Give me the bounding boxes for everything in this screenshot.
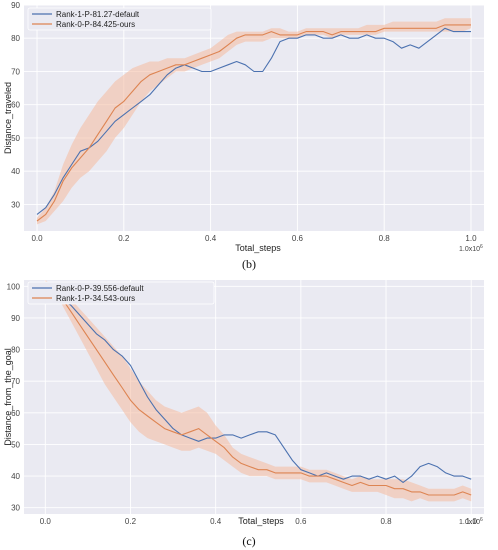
y-tick-label: 40 [11, 167, 20, 176]
x-tick-label: 0.8 [379, 234, 391, 243]
series-1-confidence-band [45, 280, 472, 502]
legend-box-b [27, 7, 212, 31]
x-multiplier-b: 1.0x106 [459, 244, 483, 253]
legend-c: Rank-0-P-39.556-default Rank-1-P-34.543-… [27, 281, 215, 305]
x-tick-label: 0.4 [205, 234, 217, 243]
caption-b: (b) [242, 257, 256, 271]
series-1-confidence-band [37, 18, 471, 225]
legend-b-label-1: Rank-0-P-84.425-ours [56, 20, 135, 29]
y-tick-label: 70 [11, 377, 20, 386]
y-tick-label: 100 [7, 282, 21, 291]
y-tick-label: 60 [11, 409, 20, 418]
x-multiplier-c: 1.0x106 [459, 517, 483, 526]
legend-b-label-0: Rank-1-P-81.27-default [56, 10, 140, 19]
y-ticks-c: 30 40 50 60 70 80 90 100 [7, 282, 21, 512]
x-axis-label-b: Total_steps [235, 243, 281, 253]
x-tick-label: 0.2 [118, 234, 130, 243]
x-tick-label: 0.2 [125, 517, 137, 526]
x-tick-label: 0.0 [40, 517, 52, 526]
x-ticks-b: 0.0 0.2 0.4 0.6 0.8 1.0 [31, 234, 477, 243]
y-tick-label: 30 [11, 504, 20, 513]
chart-b: 30 40 50 60 70 80 90 0.0 0.2 0.4 0.6 0.8 1.0 Rank-1… [3, 1, 484, 271]
chart-c: 30 40 50 60 70 80 90 100 0.0 0.2 0.4 0.6 0.8 1.0 Ran… [3, 280, 484, 548]
y-axis-label-b: Distance_traveled [3, 82, 13, 154]
y-tick-label: 50 [11, 134, 20, 143]
y-tick-label: 80 [11, 346, 20, 355]
y-ticks-b: 30 40 50 60 70 80 90 [11, 1, 20, 209]
grid-c [24, 280, 484, 514]
x-tick-label: 1.0 [465, 234, 477, 243]
x-tick-label: 0.6 [295, 517, 307, 526]
y-tick-label: 70 [11, 67, 20, 76]
x-tick-label: 0.8 [380, 517, 392, 526]
legend-c-label-0: Rank-0-P-39.556-default [56, 284, 144, 293]
y-tick-label: 30 [11, 200, 20, 209]
y-tick-label: 60 [11, 101, 20, 110]
y-tick-label: 90 [11, 1, 20, 10]
series-b [36, 18, 471, 225]
y-tick-label: 80 [11, 34, 20, 43]
x-tick-label: 1.0 [466, 517, 478, 526]
legend-box-c [27, 281, 215, 305]
x-tick-label: 0.4 [210, 517, 222, 526]
series-0-line [36, 27, 471, 215]
x-ticks-c: 0.0 0.2 0.4 0.6 0.8 1.0 [40, 517, 478, 526]
series-1-line [36, 24, 471, 222]
y-tick-label: 40 [11, 472, 20, 481]
plot-area-c [24, 280, 484, 514]
x-axis-label-c: Total_steps [238, 516, 284, 526]
y-tick-label: 50 [11, 440, 20, 449]
series-0-line [44, 282, 472, 483]
legend-c-label-1: Rank-1-P-34.543-ours [56, 294, 135, 303]
caption-c: (c) [242, 534, 255, 548]
legend-b: Rank-1-P-81.27-default Rank-0-P-84.425-o… [27, 7, 212, 31]
x-tick-label: 0.6 [292, 234, 304, 243]
y-tick-label: 90 [11, 314, 20, 323]
y-axis-label-c: Distance_from_the_goal [3, 348, 13, 446]
series-c [44, 280, 472, 502]
x-tick-label: 0.0 [31, 234, 43, 243]
series-1-line [44, 282, 472, 496]
